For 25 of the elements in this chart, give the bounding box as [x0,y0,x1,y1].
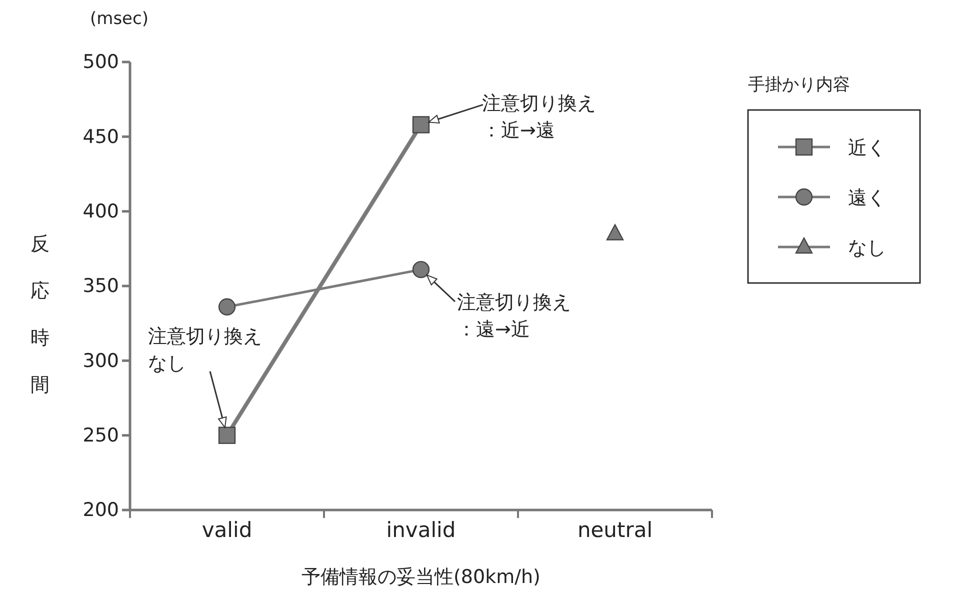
y-tick-label: 400 [82,200,119,222]
y-tick-label: 500 [82,51,119,74]
x-tick-label: valid [202,518,252,542]
y-tick-label: 350 [82,275,119,298]
x-tick-label: neutral [577,518,653,542]
annotation: 注意切り換え：遠→近 [457,292,571,341]
text: 反応時間 [30,233,50,396]
legend-title: 手掛かり内容 [748,75,850,95]
point [412,260,430,278]
point [412,116,430,134]
point [606,224,624,240]
point [218,298,236,316]
y-tick-label: 200 [82,499,119,522]
x-tick-label: invalid [386,518,456,542]
legend-label: 遠く [848,187,886,209]
y-tick-label: 300 [82,350,119,372]
annotation: 注意切り換えなし [148,325,262,374]
text: (msec) [90,9,148,29]
legend-label: 近く [848,137,886,159]
x-axis-title: 予備情報の妥当性(80km/h) [302,566,540,588]
annotation: 注意切り換え：近→遠 [482,92,596,142]
y-tick-label: 450 [82,126,119,148]
point [218,426,236,444]
y-tick-label: 250 [82,424,119,446]
legend-label: なし [848,237,886,259]
